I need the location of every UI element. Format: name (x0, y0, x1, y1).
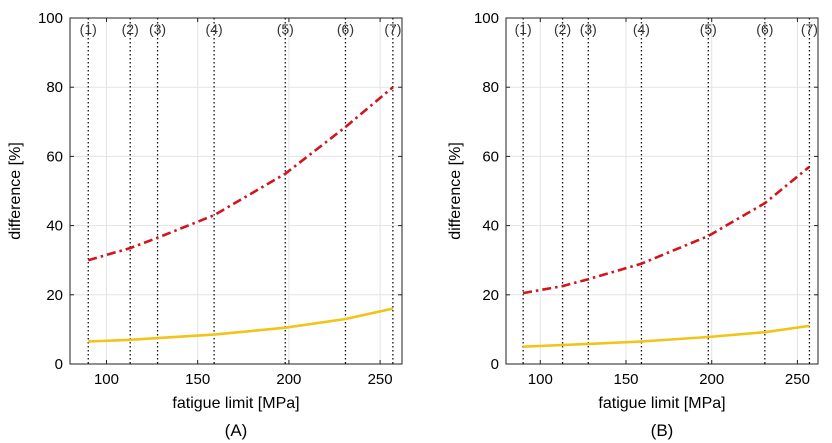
marker-label-3: (3) (149, 21, 166, 37)
y-tick-label: 0 (55, 356, 63, 373)
marker-label-1: (1) (80, 21, 97, 37)
series-line-2 (88, 307, 394, 343)
marker-label-6: (6) (337, 21, 354, 37)
marker-label-4: (4) (206, 21, 223, 37)
panel-label: (A) (225, 421, 248, 440)
x-tick-label: 100 (528, 371, 553, 388)
y-tick-label: 60 (46, 148, 63, 165)
x-tick-label: 250 (368, 371, 393, 388)
y-tick-label: 40 (482, 218, 499, 235)
y-tick-label: 60 (482, 148, 499, 165)
y-tick-label: 20 (46, 287, 63, 304)
plot-frame (505, 17, 819, 365)
series-line-2 (523, 324, 810, 348)
marker-label-7: (7) (384, 21, 401, 37)
x-tick-label: 100 (94, 371, 119, 388)
chart-panel-2: (1) (2) (3) (4) (5) (6) (7) 100 150 200 250 0 20 40 60… (447, 10, 819, 440)
marker-label-3: (3) (580, 21, 597, 37)
marker-label-7: (7) (801, 21, 818, 37)
series-line-1 (522, 165, 811, 295)
marker-label-2: (2) (554, 21, 571, 37)
y-tick-label: 100 (474, 10, 499, 27)
marker-label-5: (5) (277, 21, 294, 37)
chart-panel-1: (1) (2) (3) (4) (5) (6) (7) 100 150 200 250 0 20 40 60… (7, 10, 403, 440)
y-tick-label: 80 (482, 79, 499, 96)
y-tick-label: 0 (491, 356, 499, 373)
x-axis-label: fatigue limit [MPa] (598, 395, 725, 412)
x-axis-label: fatigue limit [MPa] (172, 395, 299, 412)
marker-label-5: (5) (700, 21, 717, 37)
x-tick-label: 150 (185, 371, 210, 388)
marker-label-4: (4) (633, 21, 650, 37)
y-tick-label: 80 (46, 79, 63, 96)
x-tick-label: 200 (276, 371, 301, 388)
plot-frame (69, 17, 403, 365)
y-axis-label: difference [%] (7, 142, 24, 240)
x-tick-label: 150 (613, 371, 638, 388)
x-tick-label: 250 (785, 371, 810, 388)
marker-label-2: (2) (122, 21, 139, 37)
x-tick-label: 200 (699, 371, 724, 388)
y-axis-label: difference [%] (447, 142, 464, 240)
panel-label: (B) (651, 421, 674, 440)
marker-label-6: (6) (756, 21, 773, 37)
y-tick-label: 40 (46, 218, 63, 235)
series-line-1 (87, 86, 394, 262)
marker-label-1: (1) (515, 21, 532, 37)
y-tick-label: 100 (38, 10, 63, 27)
y-tick-label: 20 (482, 287, 499, 304)
